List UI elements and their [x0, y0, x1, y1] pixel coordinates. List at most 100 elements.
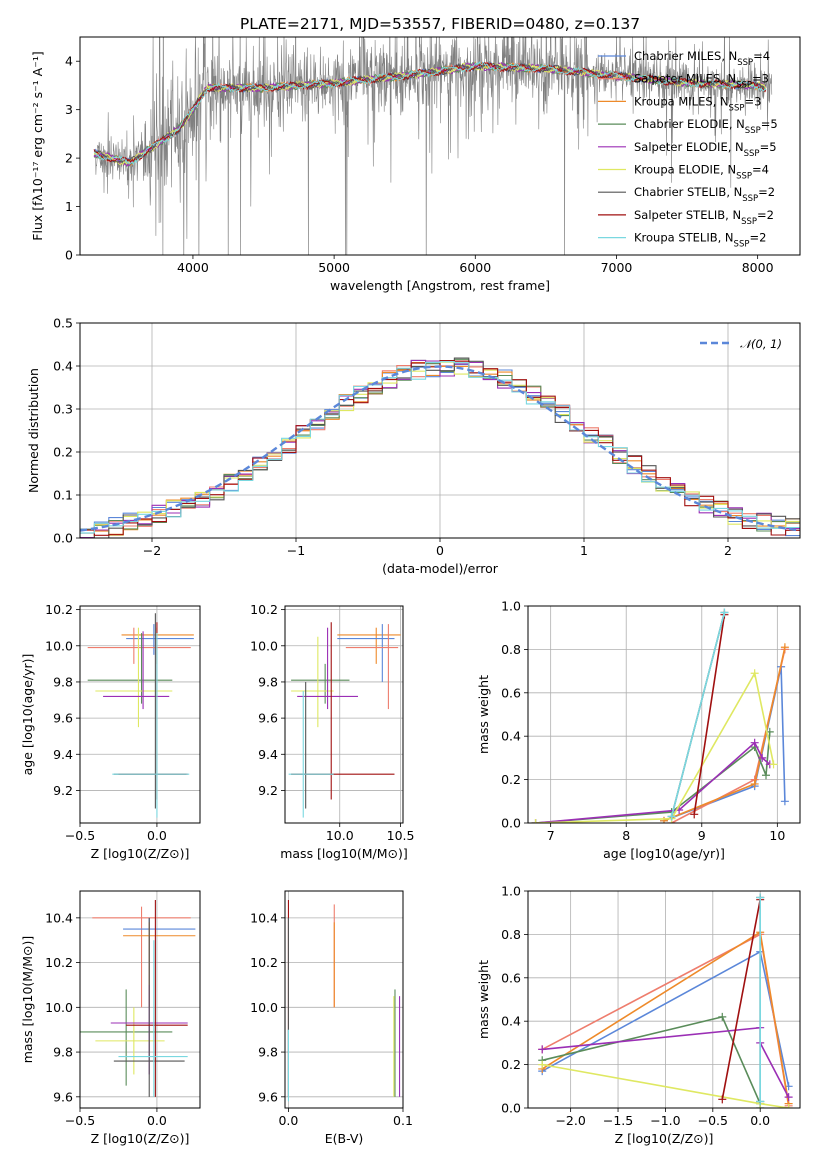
y-tick-label: 4 — [65, 54, 73, 69]
y-tick-label: 3 — [65, 102, 73, 117]
axes-frame — [79, 890, 201, 1109]
y-tick-label: 9.2 — [258, 783, 278, 798]
y-tick-label: 0.0 — [501, 1101, 521, 1116]
histogram-krou_stelib — [80, 361, 800, 534]
histogram-chab_stelib — [80, 357, 800, 538]
weight-marker-krou_stelib — [756, 1097, 765, 1106]
y-axis-label: age [log10(age/yr)] — [20, 654, 35, 776]
plot-area — [87, 613, 194, 818]
y-tick-label: 0.2 — [53, 445, 73, 460]
y-tick-label: 9.6 — [258, 1089, 278, 1104]
weight-marker-krou_stelib — [667, 812, 676, 821]
weight-marker-salp_elodie — [784, 1093, 793, 1102]
normal-reference-curve — [80, 365, 800, 532]
y-tick-label: 0.4 — [501, 1014, 521, 1029]
x-axis-label: E(B-V) — [325, 1131, 364, 1146]
axes-frame — [284, 605, 404, 824]
y-axis-label: mass [log10(M/M⊙)] — [20, 936, 35, 1064]
x-axis-label: (data-model)/error — [382, 561, 499, 576]
y-axis-label: mass weight — [476, 960, 491, 1039]
weight-marker-chab_elodie — [718, 1012, 727, 1021]
x-tick-label: −0.5 — [65, 1113, 95, 1128]
mass-vs-metallicity-panel: −0.5 0.0 9.6 9.8 10.0 10.2 10.4 Z [log10(Z/Z⊙)]… — [20, 890, 201, 1146]
weight-marker-krou_elodie — [750, 669, 759, 678]
y-tick-label: 9.6 — [53, 711, 73, 726]
weight-line-krou_stelib — [670, 612, 726, 817]
x-tick-label: 8 — [622, 828, 630, 843]
y-tick-label: 0.8 — [501, 642, 521, 657]
x-tick-label: 9 — [698, 828, 706, 843]
x-axis-label: age [log10(age/yr)] — [603, 846, 725, 861]
y-tick-label: 9.6 — [53, 1089, 73, 1104]
weight-marker-krou_miles — [780, 643, 789, 652]
x-tick-label: 4000 — [177, 260, 209, 275]
y-tick-label: 9.8 — [258, 674, 278, 689]
weight-line-krou_elodie — [535, 671, 775, 823]
y-axis-label: Flux [fλ10⁻¹⁷ erg cm⁻² s⁻¹ A⁻¹] — [30, 51, 45, 240]
y-tick-label: 10.4 — [250, 910, 278, 925]
x-axis-label: mass [log10(M/M⊙)] — [280, 846, 408, 861]
x-tick-label: −0.5 — [698, 1113, 728, 1128]
weight-marker-krou_miles — [750, 779, 759, 788]
y-tick-label: 0.0 — [501, 816, 521, 831]
y-tick-label: 0.3 — [53, 402, 73, 417]
y-tick-label: 9.8 — [53, 1045, 73, 1060]
y-tick-label: 10.2 — [250, 602, 278, 617]
x-tick-label: 1 — [580, 543, 588, 558]
weight-marker-krou_elodie — [784, 1104, 793, 1108]
x-tick-label: 0.0 — [750, 1113, 770, 1128]
x-tick-label: 8000 — [742, 260, 774, 275]
x-tick-label: 0 — [436, 543, 444, 558]
y-tick-label: 0.1 — [53, 488, 73, 503]
y-tick-label: 9.4 — [53, 747, 73, 762]
axes-frame — [527, 890, 801, 1109]
x-tick-label: −1 — [287, 543, 305, 558]
y-axis-label: mass weight — [476, 675, 491, 754]
figure-title: PLATE=2171, MJD=53557, FIBERID=0480, z=0… — [240, 15, 640, 33]
y-tick-label: 0.2 — [501, 1057, 521, 1072]
x-axis-label: wavelength [Angstrom, rest frame] — [330, 278, 550, 293]
y-tick-label: 9.8 — [258, 1045, 278, 1060]
plot-area — [287, 899, 401, 1102]
x-tick-label: 10.5 — [387, 828, 415, 843]
mass-weight-vs-metallicity-panel: −2.0 −1.5 −1.0 −0.5 0.0 0.0 0.2 0.4 0.6 0.8 1.0 Z [… — [476, 884, 801, 1146]
y-tick-label: 1.0 — [501, 599, 521, 614]
y-tick-label: 10.2 — [250, 955, 278, 970]
plot-area — [80, 899, 196, 1097]
weight-marker-chab_miles — [780, 797, 789, 806]
x-tick-label: 7 — [547, 828, 555, 843]
axes-frame — [79, 36, 801, 256]
plot-area — [538, 893, 793, 1108]
x-tick-label: 0.0 — [278, 1113, 298, 1128]
weight-marker-krou_stelib — [720, 608, 729, 617]
axes-frame — [284, 890, 404, 1109]
y-tick-label: 9.2 — [53, 783, 73, 798]
x-tick-label: −1.0 — [650, 1113, 680, 1128]
axes-frame — [79, 322, 801, 539]
model-line-salp_elodie — [93, 61, 766, 168]
y-tick-label: 0.4 — [53, 359, 73, 374]
x-axis-label: Z [log10(Z/Z⊙)] — [615, 1131, 714, 1146]
y-tick-label: 1.0 — [501, 884, 521, 899]
x-tick-label: −2 — [143, 543, 161, 558]
mass-weight-vs-age-panel: 7 8 9 10 0.0 0.2 0.4 0.6 0.8 1.0 age [log10(age/yr… — [476, 599, 801, 861]
weight-marker-salp_stelib — [690, 810, 699, 819]
y-tick-label: 0.4 — [501, 729, 521, 744]
legend-label: 𝒩(0, 1) — [740, 337, 782, 351]
weight-marker-krou_stelib — [756, 893, 765, 902]
x-tick-label: 0.0 — [147, 1113, 167, 1128]
y-tick-label: 1 — [65, 199, 73, 214]
weight-marker-salp_stelib — [718, 1095, 727, 1104]
y-tick-label: 10.0 — [45, 1000, 73, 1015]
y-tick-label: 0.6 — [501, 685, 521, 700]
weight-line-salp_stelib — [693, 614, 726, 815]
y-tick-label: 0 — [65, 248, 73, 263]
weight-marker-chab_elodie — [762, 771, 770, 780]
weight-marker-salp_elodie — [750, 738, 759, 747]
age-vs-mass-panel: 10.0 10.5 9.2 9.4 9.6 9.8 10.0 10.2 mass [log10(… — [250, 602, 414, 861]
y-tick-label: 10.2 — [45, 955, 73, 970]
y-tick-label: 10.4 — [45, 910, 73, 925]
x-axis-label: Z [log10(Z/Z⊙)] — [91, 1131, 190, 1146]
weight-line-salp_stelib — [721, 899, 761, 1100]
